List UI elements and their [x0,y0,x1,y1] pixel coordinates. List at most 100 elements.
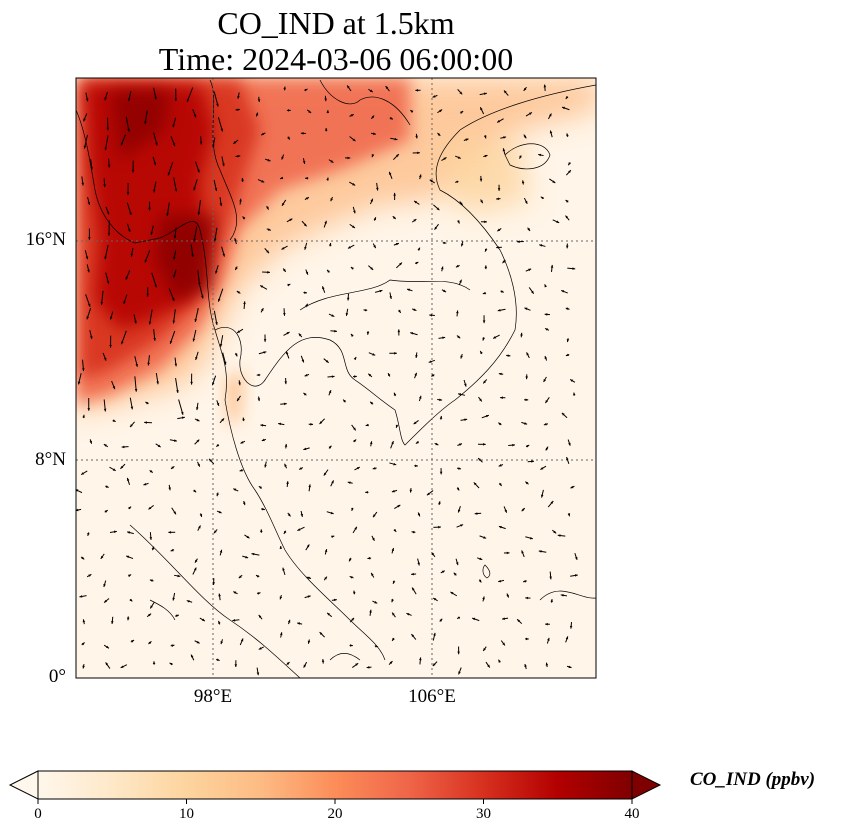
wind-vector-head [304,246,307,250]
wind-vector-head [524,422,528,425]
wind-vector-head [566,133,569,137]
wind-vector-head [128,574,132,577]
wind-vector-head [353,427,356,431]
wind-vector-head [238,575,242,579]
wind-vector-head [216,443,220,447]
wind-vector-head [543,422,547,426]
wind-vector-head [354,526,357,530]
wind-vector-head [540,467,544,470]
wind-vector-head [232,618,236,622]
wind-vector-head [570,485,574,489]
wind-vector-head [89,335,93,339]
wind-vector-head [393,462,397,466]
wind-vector-head [104,599,108,603]
wind-vector-head [503,136,507,139]
wind-vector-head [435,442,439,446]
wind-vector-head [484,265,488,269]
wind-vector-head [219,203,223,207]
wind-vector-head [328,390,332,394]
wind-vector-head [215,322,218,325]
wind-vector-head [319,421,323,425]
wind-vector-head [148,506,152,510]
wind-vector-head [297,622,301,625]
wind-vector-head [305,303,308,307]
wind-vector-head [280,176,284,180]
x-tick-106e: 106°E [408,686,456,707]
wind-vector-head [87,408,91,411]
wind-vector-head [191,654,194,658]
wind-vector-head [263,339,267,342]
wind-vector-head [243,500,246,504]
wind-vector-head [373,245,376,249]
wind-vector-head [197,169,200,173]
wind-vector-head [85,98,89,102]
wind-vector-head [258,614,262,618]
wind-vector-head [237,398,240,402]
wind-vector-head [235,266,238,270]
wind-vector-head [111,621,114,624]
wind-vector-head [561,412,565,416]
map-area [76,78,596,678]
wind-vector-head [302,161,306,164]
wind-vector-head [87,532,90,536]
wind-vector-head [438,501,441,505]
wind-vector-head [330,511,334,515]
wind-vector-head [349,576,353,579]
wind-vector-head [156,381,159,385]
colorbar-extend-min [8,770,39,800]
wind-vector-head [287,136,290,140]
wind-vector-head [134,388,138,392]
wind-vector-head [197,212,201,215]
wind-vector-head [392,580,396,584]
wind-vector-head [155,142,158,146]
wind-vector-head [498,422,502,426]
wind-vector-head [442,336,446,340]
wind-vector-head [376,187,379,191]
wind-vector-head [485,414,489,418]
wind-vector-head [459,91,463,95]
wind-vector-head [480,351,483,355]
y-tick-16n: 16°N [25,229,66,250]
map-title: CO_IND at 1.5km [217,5,455,41]
wind-vector-head [328,242,332,246]
wind-vector-head [568,442,571,446]
wind-vector-head [550,264,554,268]
wind-vector-head [506,551,510,555]
wind-vector-head [370,267,374,270]
wind-vector-head [196,418,200,422]
wind-vector-head [87,303,91,307]
wind-vector-head [474,512,478,515]
wind-vector-head [127,128,130,132]
wind-vector-head [502,617,505,620]
wind-vector-head [281,247,285,250]
wind-vector-head [439,618,443,622]
wind-vector-head [574,574,578,577]
wind-vector-head [500,396,503,399]
wind-vector-head [351,507,354,511]
wind-vector-head [267,228,271,231]
wind-vector-head [300,513,304,517]
wind-vector-head [568,665,572,669]
wind-vector-head [543,84,547,88]
wind-vector-head [482,320,486,324]
wind-vector-head [503,90,507,94]
wind-vector-head [498,372,502,376]
wind-vector-head [392,216,396,220]
wind-vector-head [193,114,197,118]
wind-vector-head [456,487,460,491]
wind-vector-head [459,279,462,283]
wind-vector-head [478,458,481,461]
wind-vector-head [145,401,149,405]
wind-vector-head [550,500,554,504]
wind-vector-head [395,424,399,428]
wind-vector-head [415,355,418,358]
wind-vector-head [465,138,469,141]
wind-vector-head [413,219,417,222]
wind-vector-head [130,406,134,410]
wind-vector-head [417,247,420,251]
wind-vector-head [196,640,200,644]
wind-vector-head [393,192,396,196]
wind-vector-head [346,297,350,301]
wind-vector-head [308,110,312,114]
wind-vector-head [497,228,501,232]
